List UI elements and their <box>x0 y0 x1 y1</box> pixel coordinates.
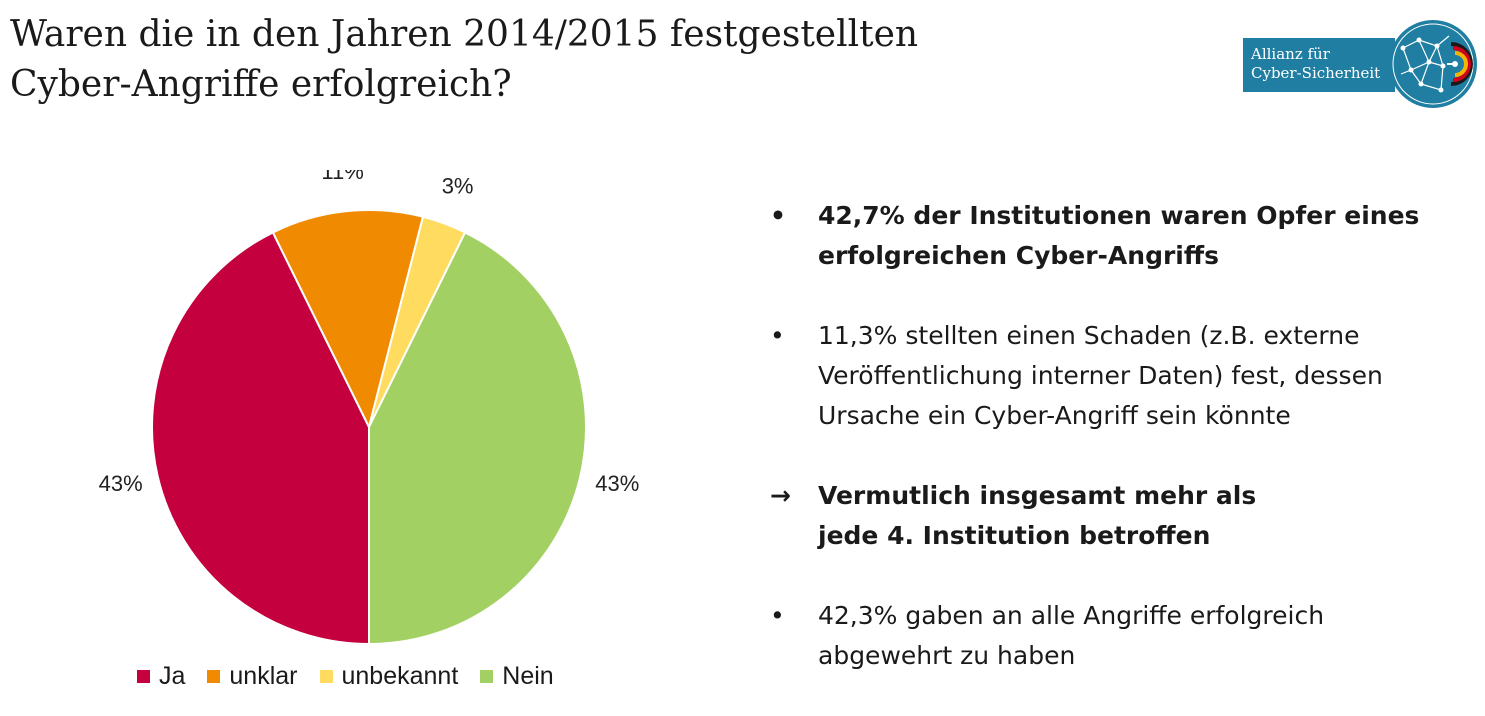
arrow-right-icon: → <box>770 481 791 510</box>
finding-item-1: • 42,7% der Institutionen waren Opfer ein… <box>770 196 1470 276</box>
title-line-1: Waren die in den Jahren 2014/2015 festge… <box>10 14 919 55</box>
logo-text: Allianz für Cyber-Sicherheit <box>1251 45 1380 83</box>
legend-item-nein: Nein <box>480 662 554 691</box>
legend-label-nein: Nein <box>502 662 554 690</box>
finding-line-3-2: jede 4. Institution betroffen <box>818 521 1211 550</box>
finding-line-2-3: Ursache ein Cyber-Angriff sein könnte <box>818 401 1291 430</box>
pie-slice-ja <box>151 231 370 646</box>
pie-slices <box>151 209 587 646</box>
pie-label-ja: 43% <box>99 471 143 496</box>
finding-line-2-1: 11,3% stellten einen Schaden (z.B. exter… <box>818 321 1360 350</box>
page-title: Waren die in den Jahren 2014/2015 festge… <box>10 10 918 110</box>
title-line-2: Cyber-Angriffe erfolgreich? <box>10 64 512 105</box>
finding-line-1-2: erfolgreichen Cyber-Angriffs <box>818 241 1220 270</box>
pie-label-unklar: 11% <box>321 170 363 184</box>
legend-label-unklar: unklar <box>229 662 298 690</box>
legend-swatch-nein <box>480 670 494 683</box>
logo-box <box>1243 38 1395 92</box>
finding-line-1-1: 42,7% der Institutionen waren Opfer eine… <box>818 201 1420 230</box>
legend-swatch-unbekannt <box>319 670 333 683</box>
pie-slice-nein <box>368 231 587 646</box>
finding-item-2: • 11,3% stellten einen Schaden (z.B. exte… <box>770 316 1470 436</box>
bullet-icon: • <box>770 321 785 350</box>
legend-item-ja: Ja <box>137 662 185 691</box>
finding-text-2: 11,3% stellten einen Schaden (z.B. exter… <box>818 316 1470 436</box>
legend-label-ja: Ja <box>159 662 186 690</box>
pie-labels: 43% 11% 3% 43% <box>99 170 640 496</box>
pie-slice-unklar <box>271 209 425 430</box>
finding-line-4-2: abgewehrt zu haben <box>818 641 1076 670</box>
legend-item-unklar: unklar <box>207 662 298 691</box>
finding-text-3: Vermutlich insgesamt mehr als jede 4. Ins… <box>818 476 1470 556</box>
finding-item-4: • 42,3% gaben an alle Angriffe erfolgreic… <box>770 596 1470 676</box>
finding-line-2-2: Veröffentlichung interner Daten) fest, d… <box>818 361 1383 390</box>
pie-label-unbekannt: 3% <box>442 174 474 199</box>
globe-network-icon <box>1391 20 1477 108</box>
chart-legend: Ja unklar unbekannt Nein <box>137 662 576 691</box>
finding-text-1: 42,7% der Institutionen waren Opfer eine… <box>818 196 1470 276</box>
bullet-icon: • <box>770 601 785 630</box>
legend-swatch-ja <box>137 670 150 683</box>
finding-line-3-1: Vermutlich insgesamt mehr als <box>818 481 1257 510</box>
legend-label-unbekannt: unbekannt <box>341 662 459 690</box>
pie-label-nein: 43% <box>595 471 639 496</box>
allianz-logo: Allianz für Cyber-Sicherheit <box>1243 18 1477 110</box>
bullet-icon: • <box>770 201 786 230</box>
logo-text-line-2: Cyber-Sicherheit <box>1251 64 1381 82</box>
pie-chart: 43% 11% 3% 43% <box>99 170 640 646</box>
finding-text-4: 42,3% gaben an alle Angriffe erfolgreich… <box>818 596 1470 676</box>
finding-item-3: → Vermutlich insgesamt mehr als jede 4. In… <box>770 476 1470 556</box>
logo-text-line-1: Allianz für <box>1251 45 1330 63</box>
finding-line-4-1: 42,3% gaben an alle Angriffe erfolgreich <box>818 601 1325 630</box>
legend-swatch-unklar <box>207 670 221 683</box>
legend-item-unbekannt: unbekannt <box>319 662 459 691</box>
